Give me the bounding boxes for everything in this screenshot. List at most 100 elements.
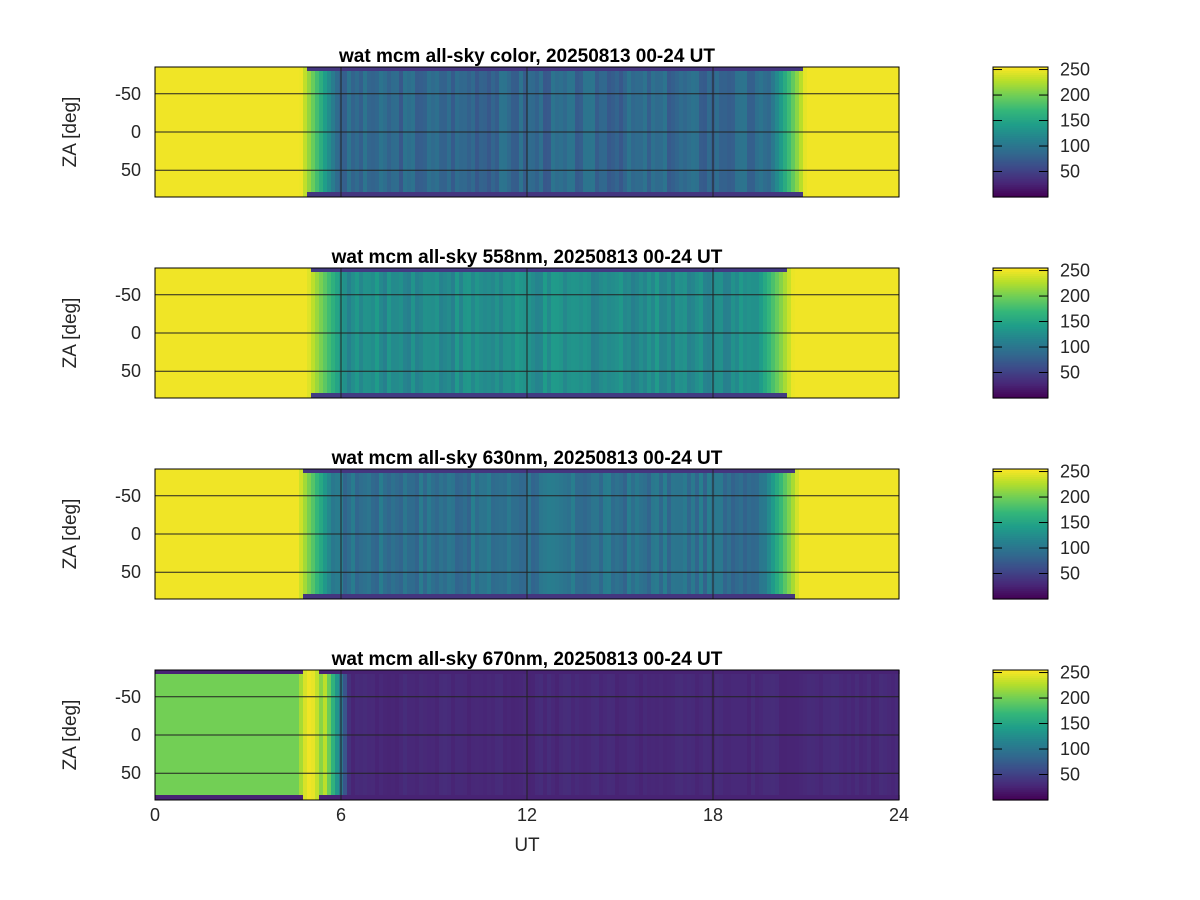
heatmap-edge	[727, 192, 732, 197]
heatmap-edge	[471, 393, 476, 398]
heatmap-edge	[315, 469, 320, 473]
heatmap-edge	[447, 67, 452, 71]
colorbar-step	[993, 540, 1048, 543]
heatmap-edge	[547, 393, 552, 398]
heatmap-edge	[435, 594, 440, 599]
colorbar-step	[993, 97, 1048, 101]
colorbar-step	[993, 590, 1048, 594]
heatmap-edge	[443, 594, 448, 599]
heatmap-edge	[419, 670, 424, 674]
colorbar-step	[993, 288, 1048, 291]
colorbar-step	[993, 310, 1048, 314]
colorbar-step	[993, 501, 1048, 505]
heatmap-edge	[735, 268, 740, 272]
heatmap-edge	[415, 192, 420, 197]
heatmap-edge	[783, 594, 788, 599]
heatmap-edge	[523, 192, 528, 197]
heatmap-edge	[387, 594, 392, 599]
heatmap-edge	[559, 469, 564, 473]
colorbar-step	[993, 304, 1048, 308]
heatmap-edge	[279, 795, 284, 800]
colorbar-step	[993, 349, 1048, 352]
heatmap-edge	[647, 795, 652, 800]
y-tick-label: 50	[121, 160, 141, 180]
heatmap-edge	[791, 192, 796, 197]
heatmap-edge	[747, 268, 752, 272]
heatmap-edge	[471, 795, 476, 800]
heatmap-edge	[487, 67, 492, 71]
heatmap-edge	[767, 192, 772, 197]
heatmap-edge	[759, 67, 764, 71]
heatmap-edge	[675, 192, 680, 197]
colorbar-tick-label: 150	[1060, 312, 1090, 332]
heatmap-edge	[343, 795, 348, 800]
heatmap-edge	[391, 469, 396, 473]
heatmap-edge	[691, 670, 696, 674]
heatmap-edge	[703, 268, 708, 272]
heatmap-edge	[359, 67, 364, 71]
heatmap-edge	[503, 268, 508, 272]
heatmap-edge	[479, 393, 484, 398]
heatmap-edge	[399, 192, 404, 197]
heatmap-edge	[687, 469, 692, 473]
heatmap-edge	[451, 393, 456, 398]
heatmap-edge	[403, 795, 408, 800]
heatmap-edge	[611, 670, 616, 674]
colorbar-step	[993, 730, 1048, 734]
heatmap-edge	[359, 670, 364, 674]
heatmap-edge	[767, 268, 772, 272]
heatmap-edge	[351, 594, 356, 599]
heatmap-edge	[551, 594, 556, 599]
heatmap-edge	[583, 192, 588, 197]
heatmap-edge	[631, 469, 636, 473]
heatmap-edge	[155, 795, 160, 800]
heatmap-edge	[375, 795, 380, 800]
heatmap-edge	[415, 594, 420, 599]
heatmap-edge	[511, 670, 516, 674]
heatmap-edge	[559, 393, 564, 398]
heatmap-edge	[507, 268, 512, 272]
colorbar-step	[993, 300, 1048, 304]
colorbar-step	[993, 503, 1048, 507]
heatmap-edge	[491, 192, 496, 197]
heatmap-edge	[767, 393, 772, 398]
heatmap-edge	[575, 469, 580, 473]
heatmap-edge	[351, 670, 356, 674]
heatmap-edge	[679, 469, 684, 473]
heatmap-edge	[727, 594, 732, 599]
heatmap-edge	[467, 67, 472, 71]
heatmap-edge	[675, 670, 680, 674]
heatmap-edge	[719, 469, 724, 473]
heatmap-edge	[583, 795, 588, 800]
heatmap-edge	[619, 469, 624, 473]
heatmap-edge	[587, 393, 592, 398]
heatmap-edge	[303, 469, 308, 473]
heatmap-edge	[771, 192, 776, 197]
heatmap-edge	[767, 594, 772, 599]
heatmap-edge	[495, 795, 500, 800]
heatmap-edge	[707, 795, 712, 800]
colorbar-step	[993, 795, 1048, 799]
heatmap-edge	[807, 670, 812, 674]
heatmap-edge	[619, 795, 624, 800]
heatmap-edge	[579, 469, 584, 473]
heatmap-edge	[587, 795, 592, 800]
heatmap-edge	[659, 670, 664, 674]
heatmap-edge	[455, 670, 460, 674]
colorbar-step	[993, 753, 1048, 756]
heatmap-edge	[311, 393, 316, 398]
colorbar-step	[993, 574, 1048, 578]
heatmap-edge	[699, 268, 704, 272]
colorbar-step	[993, 670, 1048, 673]
heatmap-edge	[683, 795, 688, 800]
colorbar-step	[993, 483, 1048, 486]
heatmap-edge	[347, 393, 352, 398]
heatmap-edge	[683, 67, 688, 71]
heatmap-edge	[579, 192, 584, 197]
heatmap-edge	[659, 393, 664, 398]
heatmap-edge	[387, 393, 392, 398]
heatmap-edge	[423, 393, 428, 398]
heatmap-edge	[351, 393, 356, 398]
colorbar-step	[993, 343, 1048, 346]
heatmap-edge	[619, 393, 624, 398]
